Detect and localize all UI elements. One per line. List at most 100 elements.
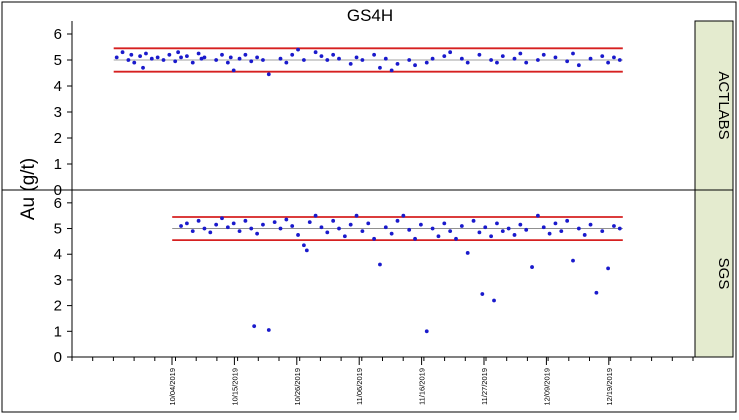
x-tick-label: 10/15/2019 (230, 368, 239, 406)
data-point (413, 236, 417, 241)
data-point (366, 221, 371, 226)
data-point (337, 226, 341, 231)
x-tick-label: 12/09/2019 (542, 368, 551, 406)
data-point (547, 231, 552, 236)
y-tick-label: 6 (54, 26, 62, 43)
data-point (225, 225, 230, 230)
data-point (331, 52, 336, 57)
data-point (261, 58, 265, 62)
data-point (571, 51, 575, 56)
data-point (325, 230, 330, 235)
data-point (612, 55, 616, 60)
data-point (255, 55, 259, 60)
data-point (272, 220, 277, 225)
data-point (606, 60, 610, 65)
data-point (231, 221, 236, 226)
data-point (553, 55, 558, 60)
data-point (389, 231, 394, 236)
data-point (302, 58, 306, 62)
data-point (331, 218, 336, 223)
data-point (495, 221, 499, 226)
data-point (302, 243, 306, 248)
data-point (249, 59, 254, 64)
data-point (348, 62, 353, 66)
data-point (506, 226, 511, 231)
data-point (354, 213, 359, 218)
data-point (348, 222, 353, 227)
data-point (214, 58, 219, 62)
y-tick-label: 0 (54, 349, 62, 366)
data-point (313, 213, 318, 218)
data-point (202, 55, 207, 60)
data-point (243, 52, 248, 57)
data-point (389, 68, 394, 73)
data-point (512, 56, 517, 61)
data-point (442, 221, 447, 226)
data-point (518, 51, 523, 56)
y-tick-label: 1 (54, 323, 62, 340)
data-point (430, 226, 435, 231)
data-point (454, 236, 458, 241)
data-point (176, 50, 181, 55)
data-point (266, 72, 271, 77)
data-point (612, 224, 616, 228)
data-point (495, 60, 499, 65)
data-point (196, 218, 201, 223)
data-point (126, 58, 131, 62)
data-point (337, 56, 341, 61)
data-point (278, 56, 283, 61)
data-point (220, 216, 224, 221)
data-point (383, 56, 388, 61)
y-axis-label: Au (g/t) (18, 158, 39, 220)
data-point (436, 234, 441, 239)
data-point (290, 224, 295, 228)
y-tick-label: 2 (54, 130, 62, 147)
data-point (600, 229, 605, 234)
data-point (185, 221, 189, 226)
outer-border (1, 1, 737, 413)
data-point (617, 58, 622, 62)
y-tick-label: 4 (54, 246, 62, 263)
data-point (249, 226, 254, 231)
panel-label-actlabs: ACTLABS (715, 71, 732, 139)
data-point (518, 222, 523, 227)
data-point (600, 54, 605, 58)
chart-title: GS4H (347, 6, 393, 25)
data-point (325, 58, 330, 62)
data-point (500, 229, 505, 234)
data-point (430, 56, 435, 61)
y-tick-label: 2 (54, 298, 62, 315)
data-point (401, 213, 406, 218)
x-tick-label: 12/19/2019 (605, 368, 614, 406)
data-point (477, 52, 482, 57)
data-point (395, 218, 400, 223)
x-tick-label: 10/26/2019 (293, 368, 302, 406)
data-point (296, 233, 300, 237)
data-point (138, 54, 143, 58)
data-point (296, 47, 300, 52)
y-tick-label: 6 (54, 195, 62, 212)
data-point (252, 324, 257, 329)
data-point (524, 227, 529, 232)
data-point (185, 54, 189, 58)
data-point (120, 50, 125, 55)
data-point (571, 258, 575, 263)
data-point (500, 54, 505, 58)
data-point (202, 226, 207, 231)
data-point (588, 56, 593, 61)
data-point (378, 262, 382, 267)
data-point (424, 60, 429, 65)
data-point (114, 55, 119, 60)
data-point (237, 56, 242, 61)
data-point (278, 226, 283, 231)
data-point (582, 233, 587, 237)
data-point (179, 224, 183, 228)
data-point (465, 251, 470, 255)
data-point (372, 52, 376, 57)
data-point (284, 217, 289, 222)
data-point (231, 68, 236, 73)
data-point (354, 55, 359, 60)
panel-label-sgs: SGS (715, 258, 732, 290)
